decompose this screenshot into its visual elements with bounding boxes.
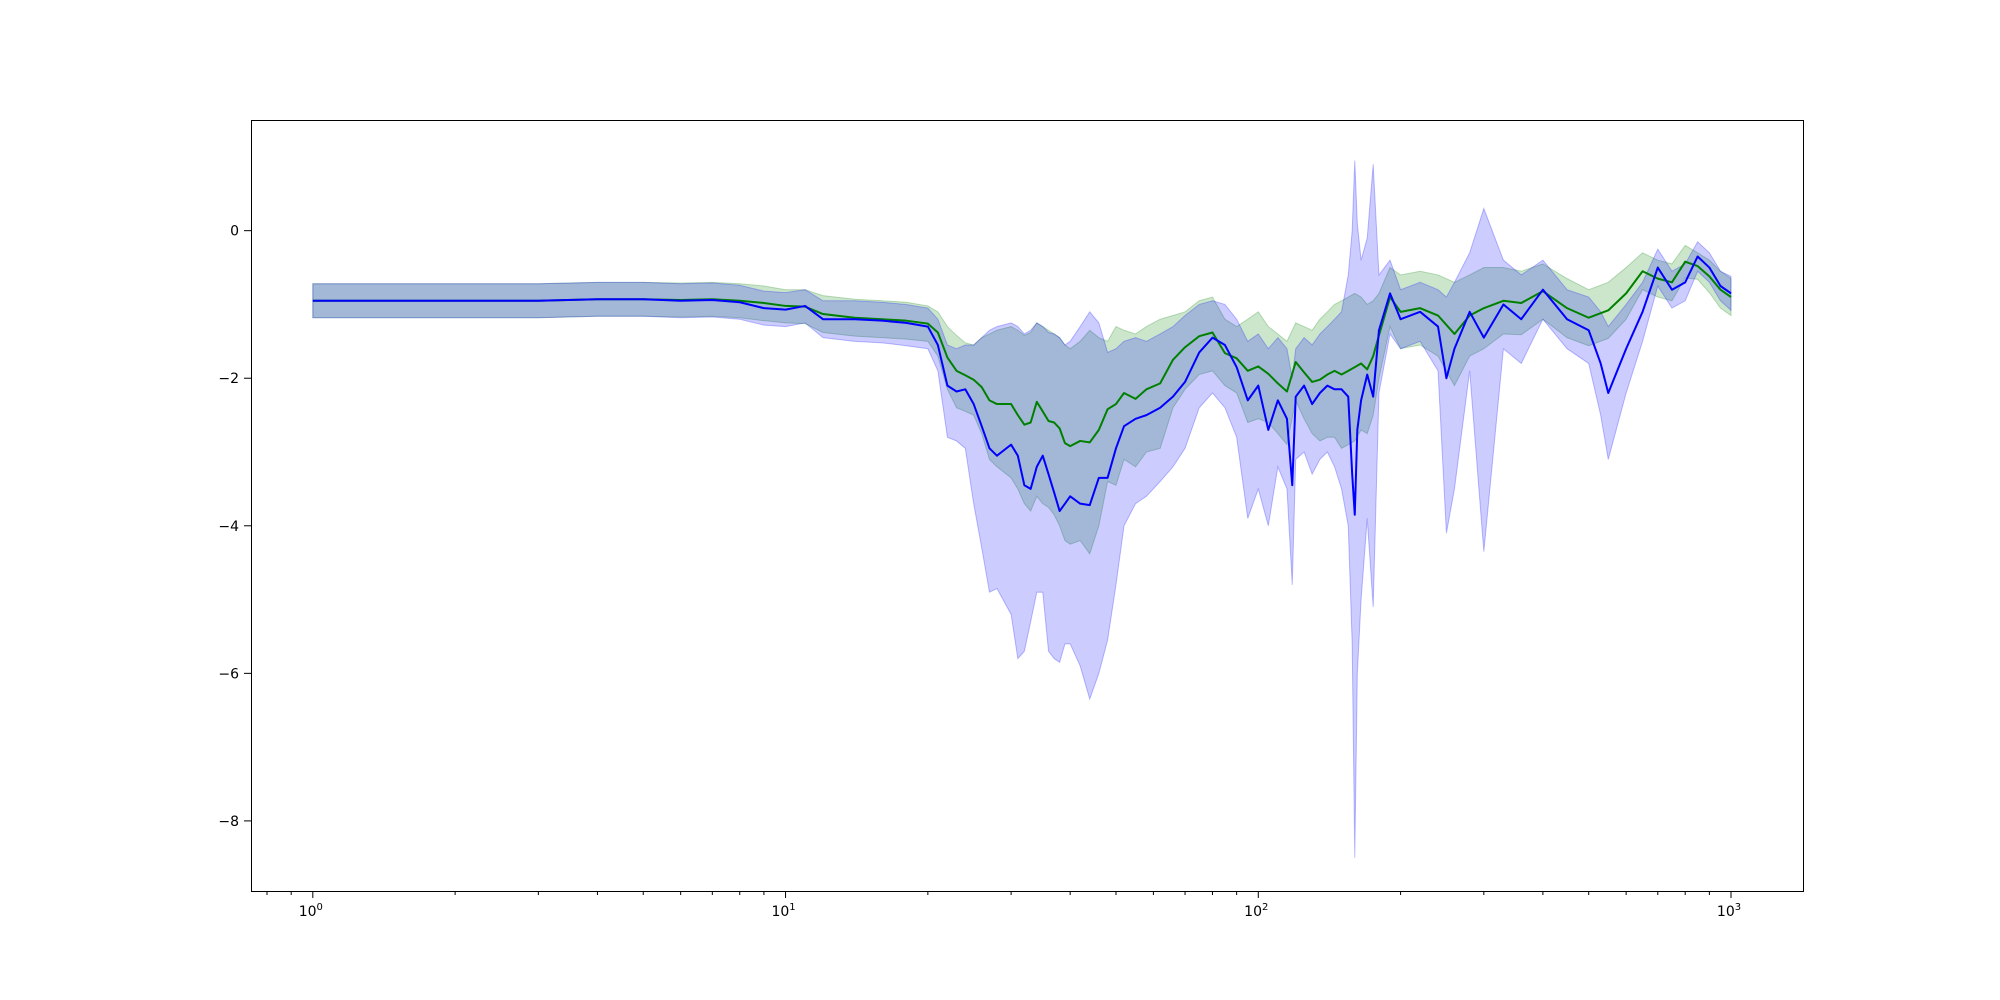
x-tick-label: 100 bbox=[299, 902, 323, 920]
y-axis: 0 −2 −4 −6 −8 bbox=[218, 224, 251, 830]
series-2-line bbox=[312, 255, 1732, 516]
series-lines bbox=[312, 255, 1732, 516]
x-tick-label: 102 bbox=[1244, 902, 1268, 920]
y-tick-label: −2 bbox=[218, 371, 239, 387]
y-tick-label: −6 bbox=[218, 666, 239, 682]
y-tick-label: −4 bbox=[218, 519, 239, 535]
x-tick-label: 101 bbox=[771, 902, 795, 920]
confidence-bands bbox=[312, 160, 1732, 858]
y-tick-label: −8 bbox=[218, 814, 239, 830]
series-1-line bbox=[312, 260, 1732, 448]
x-tick-label: 103 bbox=[1717, 902, 1741, 920]
series-1-band bbox=[312, 244, 1732, 555]
x-axis: 100 101 102 103 bbox=[266, 891, 1741, 920]
y-tick-label: 0 bbox=[230, 224, 239, 240]
series-2-band bbox=[312, 160, 1732, 858]
plot-area-frame bbox=[251, 120, 1804, 892]
